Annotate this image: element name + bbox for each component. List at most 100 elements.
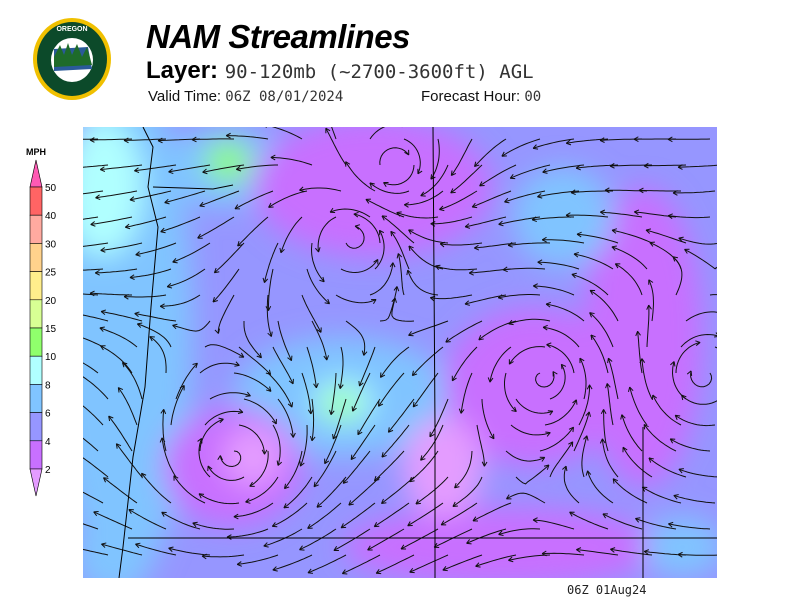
streamline: [301, 372, 312, 414]
streamline-arrow: [323, 355, 330, 361]
streamline: [409, 554, 449, 573]
streamline-arrow: [590, 334, 596, 341]
streamline: [272, 424, 281, 466]
streamline: [306, 268, 330, 305]
streamline: [442, 554, 483, 571]
streamline: [378, 372, 405, 407]
streamline-arrow: [192, 362, 198, 369]
streamline: [348, 476, 381, 506]
streamline: [83, 190, 104, 195]
streamline: [95, 268, 138, 274]
streamline-arrow: [454, 482, 460, 489]
streamline: [673, 495, 716, 504]
colorbar-tick-label: 10: [45, 352, 57, 363]
streamline-arrow: [267, 331, 273, 337]
streamline-arrow: [611, 228, 618, 234]
streamline-arrow: [164, 198, 170, 205]
streamline-arrow: [316, 327, 322, 333]
streamline-arrow: [166, 283, 173, 289]
streamline-arrow: [313, 481, 319, 488]
streamline-arrow: [409, 476, 415, 483]
streamline: [123, 138, 167, 141]
streamline: [125, 216, 167, 228]
streamline: [134, 164, 177, 172]
streamline-arrow: [408, 245, 414, 251]
streamline: [369, 182, 410, 194]
streamline: [533, 285, 575, 296]
streamline-arrow: [168, 546, 174, 552]
map-timestamp: 06Z 01Aug24: [567, 583, 647, 597]
streamline: [549, 364, 566, 400]
streamline: [542, 552, 585, 556]
streamline: [342, 450, 371, 484]
streamline: [173, 475, 206, 504]
streamline: [277, 320, 292, 361]
streamline: [472, 502, 512, 522]
streamline: [652, 394, 682, 426]
streamline-arrow: [191, 136, 197, 143]
streamline-arrow: [648, 279, 654, 285]
streamline: [573, 253, 614, 270]
streamline-arrow: [439, 205, 445, 212]
streamline-arrow: [233, 513, 239, 520]
streamline: [535, 371, 555, 388]
streamline-arrow: [271, 418, 277, 425]
streamline-arrow: [396, 211, 402, 217]
streamline: [607, 357, 619, 400]
colorbar-arrow-bottom: [29, 468, 43, 497]
layer-info: Layer: 90-120mb (~2700-3600ft) AGL: [146, 57, 534, 85]
streamline-arrow: [585, 470, 592, 476]
state-borders: [118, 127, 717, 578]
streamline: [324, 424, 342, 464]
streamline: [430, 216, 473, 225]
streamline-arrow: [439, 241, 446, 248]
streamline-arrow: [288, 378, 294, 385]
streamline: [272, 502, 308, 527]
streamline: [403, 138, 421, 174]
streamline: [445, 320, 483, 343]
streamline: [374, 502, 410, 528]
streamline-arrow: [639, 358, 646, 364]
streamline-arrow: [160, 408, 167, 415]
streamline-arrow: [672, 190, 678, 196]
streamline-arrow: [299, 186, 305, 193]
streamline: [669, 438, 711, 452]
streamline: [103, 477, 138, 504]
streamline: [543, 326, 580, 348]
streamline-arrow: [234, 204, 240, 210]
streamline-arrow: [565, 139, 572, 146]
streamline: [352, 372, 371, 412]
streamline-arrow: [95, 194, 101, 201]
page-title: NAM Streamlines: [146, 18, 410, 55]
streamline: [100, 345, 133, 374]
streamline: [90, 216, 133, 225]
streamline-arrow: [678, 236, 684, 243]
streamline: [238, 424, 265, 455]
colorbar-bin: [29, 186, 43, 216]
streamline-arrow: [90, 221, 96, 227]
streamline-arrow: [537, 259, 543, 266]
streamline: [245, 476, 279, 503]
streamline: [601, 438, 619, 478]
streamline: [237, 554, 279, 565]
streamline-arrow: [542, 324, 548, 331]
streamline: [610, 548, 653, 556]
streamline-arrow: [638, 187, 644, 194]
streamline-arrow: [579, 357, 585, 364]
streamline-arrow: [351, 406, 357, 412]
layer-value: 90-120mb (~2700-3600ft) AGL: [224, 61, 534, 83]
streamline-arrow: [353, 211, 359, 218]
streamline: [611, 246, 648, 270]
colorbar-bin: [29, 355, 43, 385]
streamline: [271, 127, 303, 140]
streamline: [199, 418, 224, 452]
streamline: [508, 554, 551, 561]
streamline: [267, 268, 274, 311]
streamline: [539, 426, 574, 452]
streamline-arrow: [471, 202, 478, 209]
streamline-arrow: [93, 510, 99, 517]
streamline-arrow: [507, 242, 513, 248]
streamline: [479, 164, 517, 187]
streamline: [622, 446, 653, 478]
